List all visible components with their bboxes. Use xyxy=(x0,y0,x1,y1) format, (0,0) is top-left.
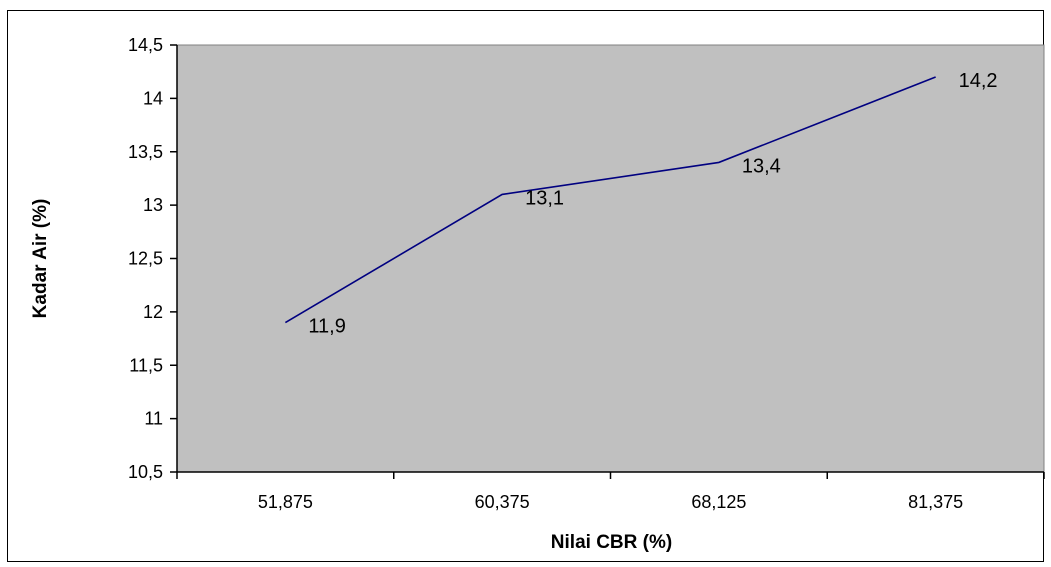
plot-area xyxy=(176,44,1045,473)
y-tick-label: 11,5 xyxy=(129,355,163,375)
y-tick-label: 14,5 xyxy=(128,35,163,55)
y-axis-ticks: 10,5 11 11,5 12 12,5 13 13,5 14 14,5 xyxy=(128,35,178,482)
x-tick-label: 68,125 xyxy=(691,492,746,512)
x-axis-title: Nilai CBR (%) xyxy=(551,532,672,553)
data-labels: 11,9 13,1 13,4 14,2 xyxy=(308,70,997,338)
x-axis-ticks: 51,875 60,375 68,125 81,375 xyxy=(176,471,1045,512)
data-label: 14,2 xyxy=(959,70,998,92)
y-tick-label: 12,5 xyxy=(128,249,163,269)
x-tick-label: 60,375 xyxy=(475,492,530,512)
data-label: 13,1 xyxy=(525,187,564,209)
y-axis-title: Kadar Air (%) xyxy=(30,199,51,319)
y-tick-label: 11 xyxy=(144,409,163,429)
y-tick-label: 12 xyxy=(143,302,163,322)
x-tick-label: 51,875 xyxy=(258,492,313,512)
y-tick-label: 13,5 xyxy=(128,142,163,162)
series-group xyxy=(284,76,936,324)
data-label: 13,4 xyxy=(742,155,781,177)
y-tick-label: 13 xyxy=(143,195,163,215)
y-tick-label: 14 xyxy=(143,88,163,108)
data-label: 11,9 xyxy=(308,316,345,338)
series-line xyxy=(284,76,936,324)
y-tick-label: 10,5 xyxy=(128,462,163,482)
x-tick-label: 81,375 xyxy=(908,492,963,512)
